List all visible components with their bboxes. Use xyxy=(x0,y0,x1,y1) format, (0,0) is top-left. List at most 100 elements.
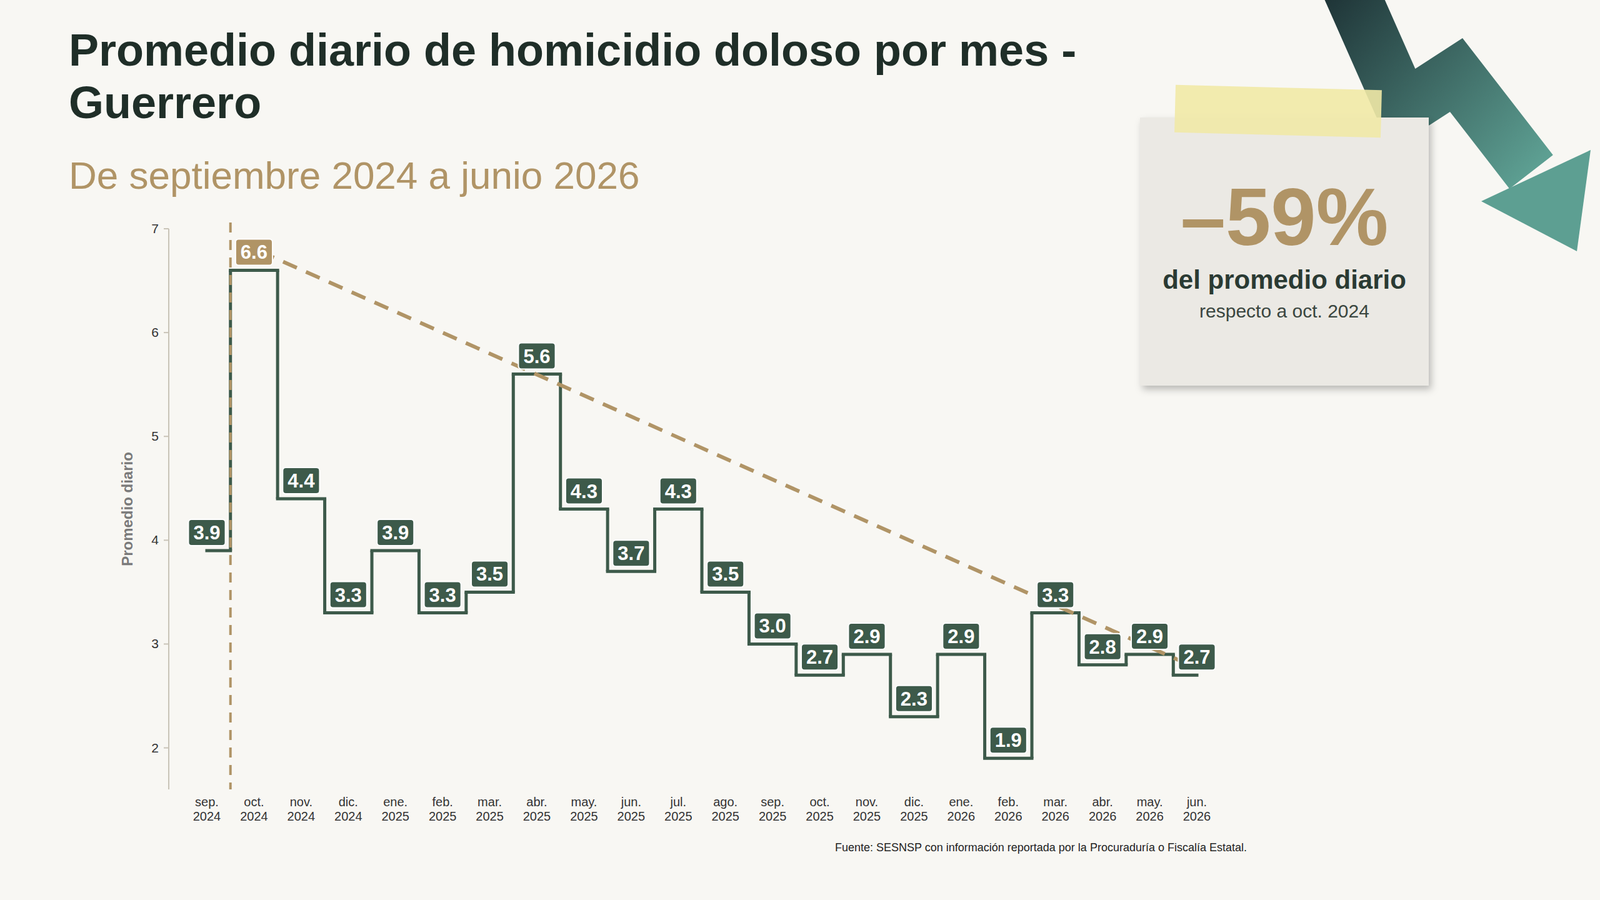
data-label: 2.3 xyxy=(900,688,928,710)
step-segment xyxy=(418,611,466,615)
x-tick-label: abr.2026 xyxy=(1088,795,1117,824)
step-connector xyxy=(936,654,940,717)
background xyxy=(0,0,1600,900)
data-label-box xyxy=(754,612,792,639)
step-segment xyxy=(1078,663,1126,667)
y-tick xyxy=(163,747,169,749)
data-label: 2.7 xyxy=(806,646,834,669)
step-segment xyxy=(1126,653,1174,657)
y-axis-line xyxy=(168,228,170,790)
step-connector xyxy=(700,509,704,593)
x-tick-label: dic.2024 xyxy=(334,795,363,824)
data-label-box xyxy=(330,581,367,609)
chart-root: Promedio diario de homicidio doloso por … xyxy=(0,0,1600,900)
data-label: 3.3 xyxy=(1041,584,1069,607)
data-label: 4.3 xyxy=(665,480,692,503)
x-tick-label: feb.2026 xyxy=(994,795,1023,824)
step-segment xyxy=(371,548,419,552)
step-segment xyxy=(230,268,278,272)
step-segment xyxy=(325,611,372,615)
x-tick-label: jun.2026 xyxy=(1183,795,1212,824)
note-card xyxy=(1140,117,1429,386)
x-tick-label: mar.2025 xyxy=(475,795,504,824)
data-label: 5.6 xyxy=(523,345,550,368)
step-connector xyxy=(747,591,751,644)
step-connector xyxy=(464,591,468,613)
data-label-box xyxy=(1084,633,1122,660)
data-label-box xyxy=(990,726,1027,754)
step-connector xyxy=(794,643,798,675)
plot-area xyxy=(206,270,1197,759)
x-tick-label: ene.2025 xyxy=(381,795,410,824)
y-tick xyxy=(163,539,169,541)
data-label: 6.6 xyxy=(240,241,268,264)
x-tick-label: oct.2025 xyxy=(805,795,834,824)
note-text: –59% xyxy=(1180,171,1389,263)
x-tick-label: ene.2026 xyxy=(947,795,976,824)
trend-line xyxy=(260,251,1185,663)
y-tick-label: 7 xyxy=(151,221,159,236)
step-segment xyxy=(655,507,702,511)
step-segment xyxy=(206,548,231,552)
source-note: Fuente: SESNSP con información reportada… xyxy=(835,841,1247,854)
x-tick-label: jul.2025 xyxy=(664,795,693,824)
step-connector xyxy=(1030,613,1034,759)
data-label: 4.3 xyxy=(570,480,598,503)
x-tick-label: nov.2025 xyxy=(853,795,882,824)
x-tick-label: nov.2024 xyxy=(287,795,316,824)
step-segment xyxy=(1173,673,1197,677)
data-label-box xyxy=(471,560,509,587)
data-label: 4.4 xyxy=(287,470,315,492)
data-label-box xyxy=(1178,643,1215,670)
step-segment xyxy=(843,653,890,657)
data-label-box xyxy=(942,623,980,650)
x-tick-label: abr.2025 xyxy=(523,795,552,824)
data-label-box xyxy=(424,581,462,609)
data-label: 2.9 xyxy=(853,625,880,648)
x-tick-label: dic.2025 xyxy=(900,795,929,824)
step-connector xyxy=(370,550,374,614)
y-tick xyxy=(163,331,169,334)
step-connector xyxy=(1124,654,1128,665)
step-connector xyxy=(983,654,987,759)
x-tick-label: oct.2024 xyxy=(240,795,269,824)
step-segment xyxy=(607,570,655,574)
data-label-box xyxy=(565,478,603,505)
data-label-box xyxy=(848,623,885,650)
data-label: 3.3 xyxy=(429,584,457,607)
step-connector xyxy=(276,270,280,499)
data-label: 2.8 xyxy=(1089,636,1117,659)
title: Promedio diario de homicidio doloso por … xyxy=(68,25,1077,128)
y-tick xyxy=(163,435,169,437)
step-segment xyxy=(701,590,749,594)
step-connector xyxy=(558,374,562,510)
x-tick-label: sep.2024 xyxy=(193,795,222,824)
x-tick-label: jun.2025 xyxy=(617,795,646,824)
data-label: 3.0 xyxy=(759,615,787,637)
data-label: 2.9 xyxy=(1136,625,1164,648)
note-text: respecto a oct. 2024 xyxy=(1199,300,1370,322)
data-label-box xyxy=(660,478,697,505)
y-tick-label: 6 xyxy=(151,325,159,340)
data-label-box xyxy=(801,643,839,670)
data-label: 3.9 xyxy=(193,521,220,544)
y-axis-title: Promedio diario xyxy=(118,451,136,567)
y-tick xyxy=(163,643,169,645)
data-label-box xyxy=(1036,581,1074,609)
step-connector xyxy=(888,654,892,717)
data-label: 3.3 xyxy=(335,584,362,607)
step-connector xyxy=(323,498,327,614)
data-label: 3.5 xyxy=(711,563,739,585)
x-tick-label: may.2026 xyxy=(1135,795,1164,824)
data-label-box xyxy=(706,560,744,587)
x-tick-label: may.2025 xyxy=(570,795,599,824)
step-segment xyxy=(890,715,938,719)
data-label: 1.9 xyxy=(995,729,1022,752)
data-label-box xyxy=(188,519,225,546)
step-segment xyxy=(985,756,1032,760)
step-segment xyxy=(560,507,608,511)
step-connector xyxy=(841,654,845,675)
decor-arrowhead xyxy=(1481,150,1591,252)
x-tick-label: feb.2025 xyxy=(428,795,457,824)
data-label-box xyxy=(376,519,414,546)
